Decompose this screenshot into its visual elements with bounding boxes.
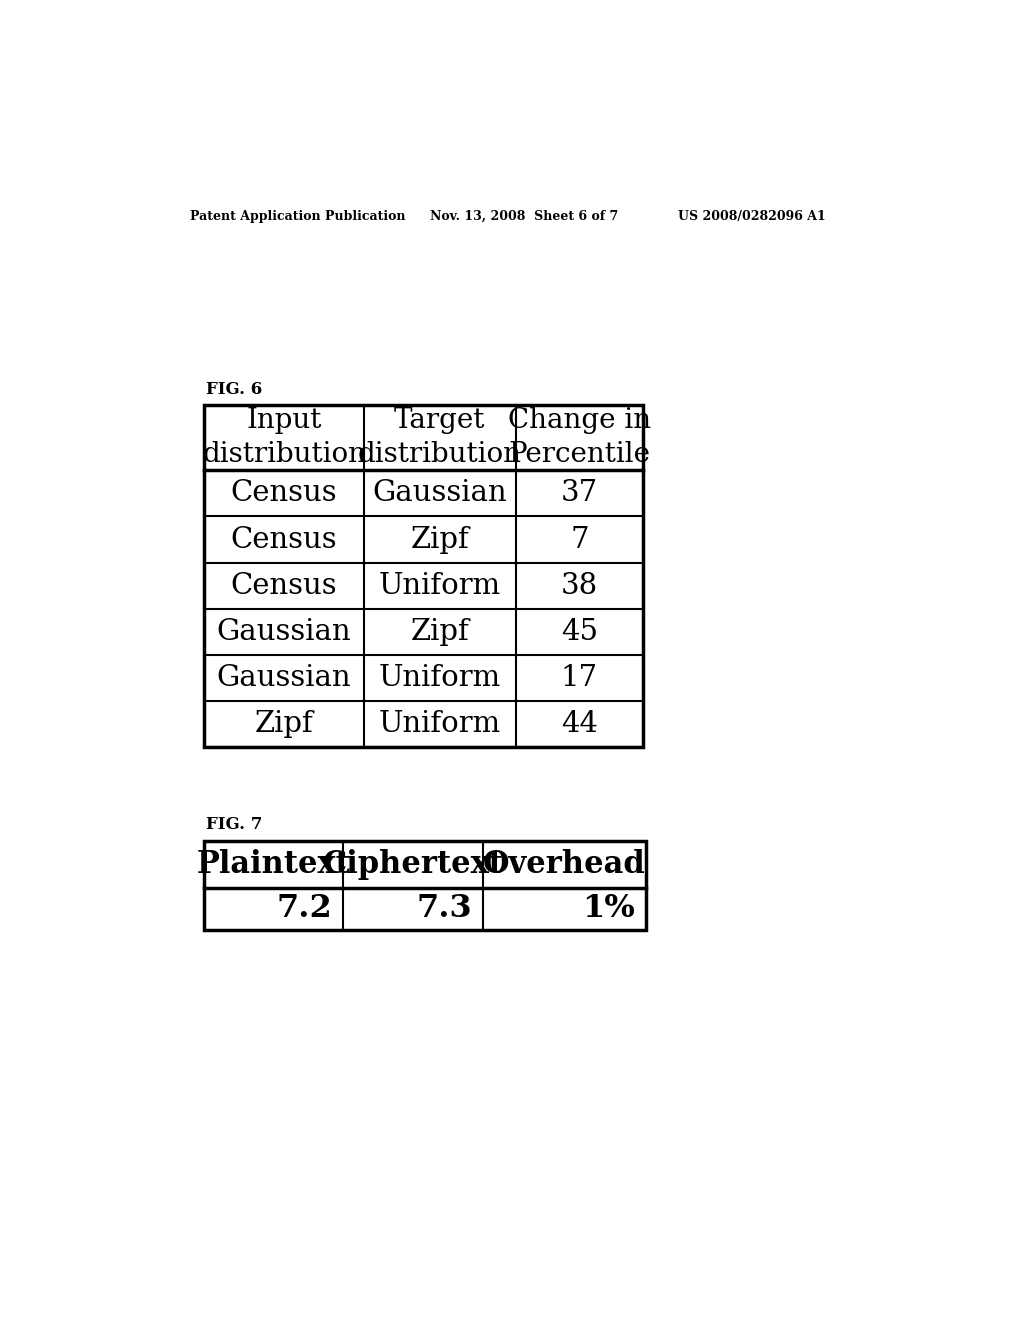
Text: Uniform: Uniform [379, 710, 501, 738]
Text: 1%: 1% [582, 894, 635, 924]
Text: 38: 38 [561, 572, 598, 599]
Text: Target
distribution: Target distribution [358, 408, 522, 467]
Text: Census: Census [230, 572, 338, 599]
Text: 7.3: 7.3 [417, 894, 472, 924]
Text: Gaussian: Gaussian [373, 479, 507, 507]
Text: Change in
Percentile: Change in Percentile [508, 408, 651, 467]
Text: FIG. 7: FIG. 7 [206, 816, 262, 833]
Text: Uniform: Uniform [379, 572, 501, 599]
Text: Input
distribution: Input distribution [202, 408, 367, 467]
Text: 7.2: 7.2 [276, 894, 333, 924]
Text: Zipf: Zipf [255, 710, 313, 738]
Text: Census: Census [230, 479, 338, 507]
Text: 44: 44 [561, 710, 598, 738]
Text: Uniform: Uniform [379, 664, 501, 692]
Text: Gaussian: Gaussian [217, 618, 351, 645]
Text: 37: 37 [561, 479, 598, 507]
Text: Patent Application Publication: Patent Application Publication [190, 210, 406, 223]
Text: 17: 17 [561, 664, 598, 692]
Text: Plaintext: Plaintext [197, 849, 350, 880]
Text: Gaussian: Gaussian [217, 664, 351, 692]
Text: Overhead: Overhead [483, 849, 646, 880]
Text: FIG. 6: FIG. 6 [206, 381, 262, 397]
Text: Nov. 13, 2008  Sheet 6 of 7: Nov. 13, 2008 Sheet 6 of 7 [430, 210, 618, 223]
Text: 7: 7 [570, 525, 589, 553]
Text: 45: 45 [561, 618, 598, 645]
Text: Zipf: Zipf [411, 525, 469, 553]
Text: Census: Census [230, 525, 338, 553]
Text: US 2008/0282096 A1: US 2008/0282096 A1 [678, 210, 826, 223]
Text: Zipf: Zipf [411, 618, 469, 645]
Text: Ciphertext: Ciphertext [323, 849, 504, 880]
